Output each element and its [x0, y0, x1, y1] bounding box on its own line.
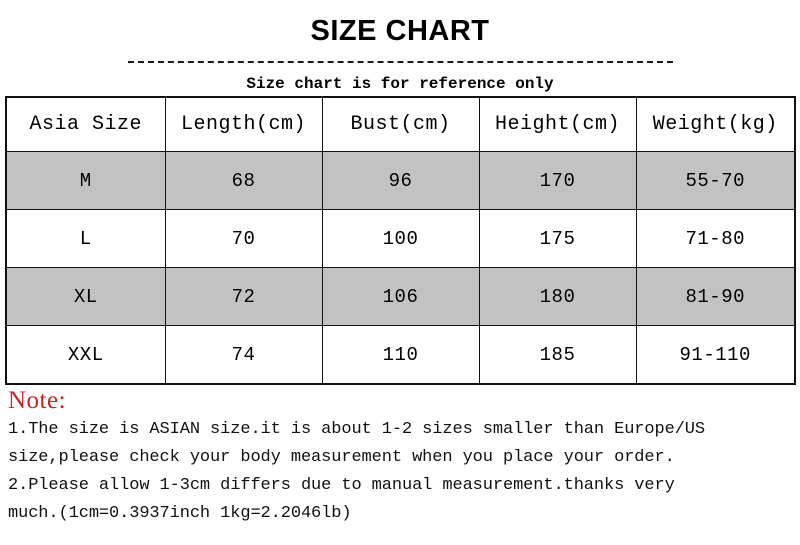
column-header-asia-size: Asia Size	[5, 96, 166, 152]
cell-weight: 91-110	[635, 325, 796, 385]
cell-bust: 106	[321, 267, 480, 326]
cell-length: 70	[164, 209, 323, 268]
cell-height: 175	[478, 209, 637, 268]
cell-weight: 81-90	[635, 267, 796, 326]
cell-height: 180	[478, 267, 637, 326]
table-row: L 70 100 175 71-80	[5, 209, 796, 268]
table-row: XXL 74 110 185 91-110	[5, 325, 796, 385]
page-title: SIZE CHART	[310, 15, 490, 47]
cell-weight: 55-70	[635, 151, 796, 210]
table-row: XL 72 106 180 81-90	[5, 267, 796, 326]
note-heading: Note:	[8, 387, 67, 414]
cell-size: XXL	[5, 325, 166, 385]
cell-length: 68	[164, 151, 323, 210]
cell-bust: 110	[321, 325, 480, 385]
note-line-1: 1.The size is ASIAN size.it is about 1-2…	[8, 420, 706, 439]
column-header-bust: Bust(cm)	[321, 96, 480, 152]
table-body: M 68 96 170 55-70 L 70 100 175 71-80 XL …	[5, 151, 796, 385]
dashed-divider	[128, 61, 673, 63]
cell-height: 185	[478, 325, 637, 385]
cell-height: 170	[478, 151, 637, 210]
table-header-row: Asia Size Length(cm) Bust(cm) Height(cm)…	[5, 96, 796, 152]
column-header-height: Height(cm)	[478, 96, 637, 152]
size-table-container: Asia Size Length(cm) Bust(cm) Height(cm)…	[5, 96, 796, 385]
cell-length: 72	[164, 267, 323, 326]
note-line-4: much.(1cm=0.3937inch 1kg=2.2046lb)	[8, 504, 352, 523]
table-header: Asia Size Length(cm) Bust(cm) Height(cm)…	[5, 96, 796, 152]
note-line-3: 2.Please allow 1-3cm differs due to manu…	[8, 476, 675, 495]
subtitle-text: Size chart is for reference only	[246, 75, 554, 93]
cell-bust: 96	[321, 151, 480, 210]
cell-size: M	[5, 151, 166, 210]
cell-size: XL	[5, 267, 166, 326]
column-header-weight: Weight(kg)	[635, 96, 796, 152]
column-header-length: Length(cm)	[164, 96, 323, 152]
cell-bust: 100	[321, 209, 480, 268]
cell-weight: 71-80	[635, 209, 796, 268]
size-table: Asia Size Length(cm) Bust(cm) Height(cm)…	[5, 96, 796, 385]
note-line-2: size,please check your body measurement …	[8, 448, 675, 467]
cell-length: 74	[164, 325, 323, 385]
cell-size: L	[5, 209, 166, 268]
table-row: M 68 96 170 55-70	[5, 151, 796, 210]
note-section: Note: 1.The size is ASIAN size.it is abo…	[8, 386, 794, 528]
